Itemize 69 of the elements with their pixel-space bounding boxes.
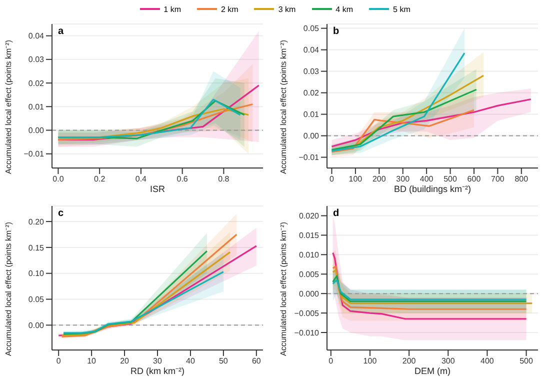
x-tick-label: 0.0 — [52, 174, 64, 184]
x-tick-label: 0 — [328, 356, 334, 366]
x-axis-title: DEM (m) — [414, 366, 450, 376]
x-tick-label: 0 — [330, 174, 335, 184]
chart-title: d — [333, 208, 340, 219]
x-tick-label: 100 — [363, 356, 378, 366]
y-axis-title: Accumulated local effect (points km⁻²) — [4, 222, 13, 356]
x-tick-label: 0.8 — [218, 174, 230, 184]
legend-label: 4 km — [336, 4, 354, 14]
x-tick-label: 10 — [87, 356, 97, 366]
x-tick-label: 50 — [218, 356, 228, 366]
y-tick-label: 0.20 — [28, 217, 45, 226]
x-tick-label: 30 — [153, 356, 162, 366]
x-tick-label: 300 — [441, 356, 456, 366]
y-tick-label: 0.03 — [28, 55, 45, 64]
y-tick-label: 0.010 — [298, 250, 320, 260]
x-tick-label: 0.2 — [94, 174, 106, 184]
legend-label: 1 km — [164, 4, 181, 14]
x-axis-title: RD (km km⁻²) — [130, 366, 184, 376]
chart-title: c — [58, 208, 64, 219]
x-tick-label: 100 — [348, 174, 363, 184]
x-axis-title: BD (buildings km⁻²) — [394, 184, 472, 194]
y-axis-title: Accumulated local effect (points km⁻²) — [278, 222, 288, 356]
y-tick-label: 0.00 — [28, 320, 45, 330]
y-tick-label: 0.01 — [28, 102, 45, 112]
y-tick-label: 0.000 — [298, 289, 320, 298]
x-tick-label: 500 — [444, 174, 458, 184]
y-tick-label: 0.04 — [28, 32, 45, 41]
legend-label: 3 km — [278, 4, 296, 14]
x-tick-label: 20 — [120, 356, 130, 366]
x-tick-label: 800 — [514, 174, 529, 184]
x-tick-label: 40 — [186, 356, 196, 366]
x-tick-label: 300 — [396, 174, 410, 184]
y-tick-label: 0.05 — [303, 24, 320, 34]
x-tick-label: 400 — [480, 356, 494, 366]
chart-title: b — [333, 26, 340, 37]
y-tick-label: 0.15 — [28, 243, 45, 252]
y-tick-label: 0.00 — [303, 132, 320, 141]
y-tick-label: 0.01 — [303, 110, 320, 120]
y-tick-label: 0.02 — [28, 78, 45, 88]
y-tick-label: 0.03 — [303, 67, 320, 76]
y-tick-label: −0.010 — [294, 328, 320, 338]
y-axis-title: Accumulated local effect (points km⁻²) — [278, 40, 288, 174]
y-axis-title: Accumulated local effect (points km⁻²) — [4, 40, 13, 174]
chart-title: a — [58, 26, 64, 37]
x-tick-label: 0.6 — [176, 174, 188, 184]
y-tick-label: 0.10 — [28, 269, 45, 278]
x-tick-label: 400 — [420, 174, 434, 184]
y-tick-label: 0.020 — [298, 212, 320, 221]
y-tick-label: 0.015 — [298, 231, 320, 240]
x-tick-label: 700 — [491, 174, 505, 184]
y-tick-label: 0.05 — [28, 295, 45, 304]
y-tick-label: 0.02 — [303, 88, 320, 98]
y-tick-label: −0.01 — [24, 150, 45, 159]
y-tick-label: 0.00 — [28, 126, 45, 136]
x-axis-title: ISR — [150, 184, 166, 194]
y-tick-label: 0.005 — [298, 270, 320, 279]
y-tick-label: 0.04 — [303, 46, 320, 55]
legend-label: 2 km — [220, 4, 238, 14]
x-tick-label: 600 — [467, 174, 482, 184]
x-tick-label: 200 — [402, 356, 416, 366]
x-tick-label: 200 — [372, 174, 386, 184]
x-tick-label: 0 — [56, 356, 62, 366]
y-tick-label: −0.005 — [294, 308, 320, 318]
x-tick-label: 500 — [520, 356, 534, 366]
x-tick-label: 0.4 — [135, 174, 148, 184]
legend-label: 5 km — [393, 4, 410, 14]
x-tick-label: 60 — [252, 356, 262, 366]
y-tick-label: −0.01 — [298, 153, 320, 162]
